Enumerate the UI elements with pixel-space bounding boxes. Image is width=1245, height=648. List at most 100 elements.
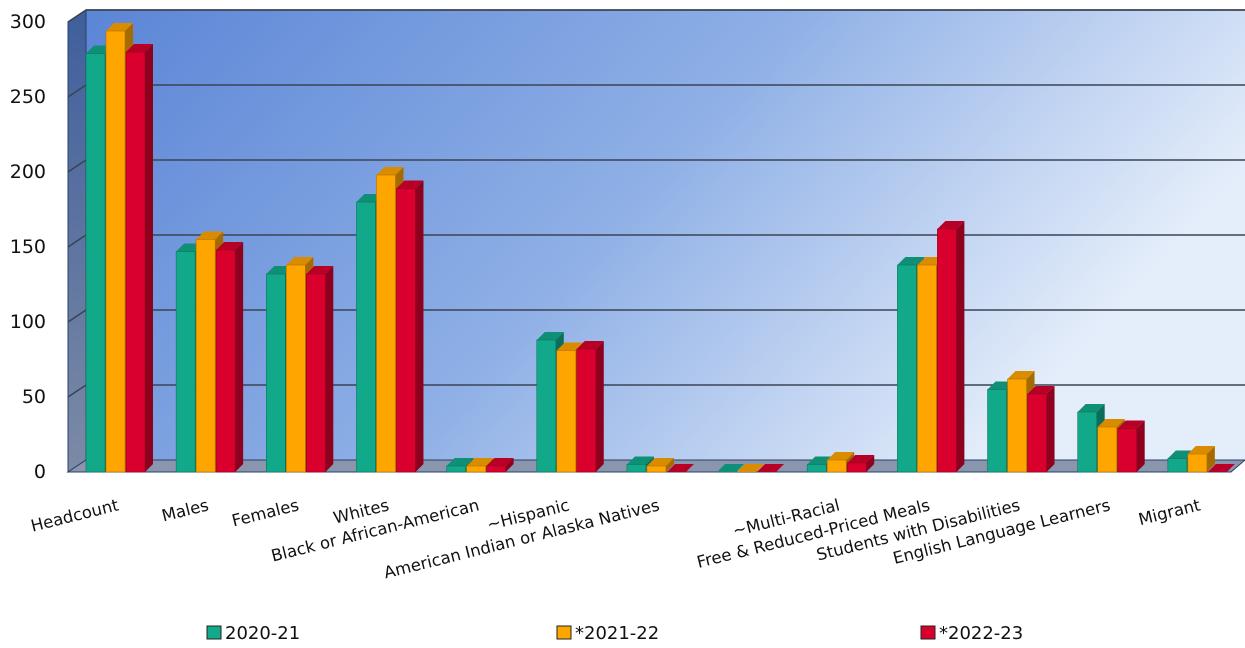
bar-side (665, 458, 674, 472)
bar-front (917, 264, 937, 473)
bar-top (737, 464, 765, 472)
bar-top (1097, 419, 1125, 427)
bar-top (626, 456, 654, 465)
bar-front (446, 465, 466, 473)
bar (576, 341, 604, 473)
bar-side (325, 266, 334, 472)
bar-top (666, 464, 694, 472)
legend-label: *2022-23 (939, 623, 1023, 644)
bar-side (505, 458, 514, 472)
bar-front (105, 30, 126, 473)
bar-front (396, 188, 416, 473)
bar-front (1167, 458, 1188, 473)
bar-front (1117, 428, 1137, 473)
bar-front (806, 464, 827, 473)
legend-swatch (556, 625, 572, 640)
bar-top (646, 458, 674, 466)
bar-front (1007, 378, 1027, 473)
bar-top (396, 180, 424, 189)
bar-top (306, 266, 334, 274)
bar-side (1136, 420, 1145, 472)
bar-front (466, 465, 486, 473)
bar-front (646, 465, 667, 473)
bar-top (576, 341, 604, 349)
bar (1117, 420, 1145, 473)
bar-front (85, 53, 106, 473)
legend-label: 2020-21 (225, 623, 300, 644)
bar (486, 458, 514, 473)
bar-side (866, 455, 875, 472)
bar-top (1117, 420, 1145, 429)
bar-front (1077, 411, 1097, 473)
y-tick-label: 150 (10, 236, 46, 258)
bar-top (106, 23, 133, 31)
bar (1187, 446, 1215, 473)
legend-swatch (920, 625, 936, 640)
bar (737, 464, 765, 472)
bar-front (826, 459, 847, 473)
bar-front (175, 251, 196, 473)
bar (757, 464, 785, 472)
bar-top (717, 464, 745, 472)
bar-front (1097, 426, 1117, 473)
bar-front (356, 201, 376, 473)
bar (646, 458, 674, 473)
bar-front (576, 348, 597, 473)
bar-top (486, 458, 514, 466)
bar-front (215, 249, 236, 473)
x-tick-label: Females (230, 495, 301, 530)
bar-front (626, 464, 647, 473)
bar-top (556, 342, 584, 351)
y-tick-label: 50 (22, 386, 46, 408)
bar-top (1007, 371, 1035, 379)
bar-top (897, 257, 925, 265)
bar (1207, 464, 1235, 472)
bar (396, 180, 424, 473)
bar-top (827, 452, 855, 460)
bar-front (1187, 453, 1208, 473)
bar (666, 464, 694, 472)
bar-top (937, 221, 965, 229)
x-tick-label: Migrant (1136, 495, 1202, 529)
bar-top (847, 455, 875, 463)
bar-top (466, 458, 494, 466)
bar-side (595, 341, 604, 472)
bar-top (1027, 386, 1055, 394)
bar-top (376, 167, 404, 175)
bar-side (415, 180, 424, 472)
bar-top (126, 44, 153, 52)
bar-side (1206, 446, 1215, 472)
x-tick-label: Headcount (29, 495, 121, 535)
bar-front (987, 389, 1007, 473)
bar-front (1027, 393, 1047, 473)
bar-front (846, 462, 867, 473)
bar (215, 242, 244, 473)
bar-top (196, 231, 224, 240)
bar-front (556, 350, 577, 473)
bar-top (1207, 464, 1235, 472)
y-tick-label: 0 (34, 461, 46, 483)
bar-top (757, 464, 785, 472)
bar-front (376, 174, 396, 473)
bar (125, 44, 153, 473)
bar-top (1077, 404, 1105, 412)
bar-top (446, 458, 474, 466)
bar-front (536, 339, 557, 473)
bar-front (306, 273, 326, 473)
bar-side (235, 242, 244, 472)
bar (937, 221, 965, 473)
y-tick-label: 100 (10, 311, 46, 333)
bar-side (956, 221, 965, 472)
bar-front (486, 465, 506, 473)
bar-front (286, 264, 306, 473)
bar-side (1046, 386, 1055, 472)
x-tick-label: Males (160, 495, 211, 525)
bar-top (1187, 446, 1215, 454)
y-tick-label: 300 (10, 11, 46, 33)
bar (1027, 386, 1055, 473)
bar-front (266, 273, 286, 473)
bar-side (145, 44, 153, 472)
y-tick-label: 250 (10, 86, 46, 108)
